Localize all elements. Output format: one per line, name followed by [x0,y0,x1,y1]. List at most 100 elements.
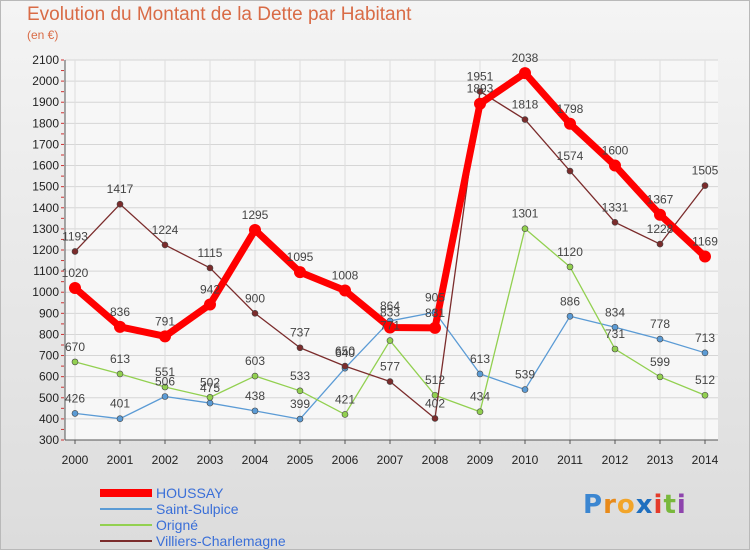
data-point [476,408,484,416]
data-label: 1951 [467,69,494,83]
data-label: 778 [650,317,670,331]
data-point [251,310,259,317]
data-label: 506 [155,375,175,389]
data-point [71,248,79,255]
axes [61,59,718,441]
data-point [384,321,396,334]
data-label: 1169 [692,235,718,249]
data-label: 1417 [107,182,134,196]
y-tick-label: 2100 [32,53,59,67]
data-point [161,383,169,391]
data-label: 512 [695,373,715,387]
data-point [521,386,529,393]
data-point [654,208,666,221]
logo-letter: r [603,490,617,520]
data-label: 1893 [467,82,494,96]
legend-swatch [100,508,152,510]
data-label: 900 [245,291,265,305]
legend-item: Villiers-Charlemagne [100,533,286,549]
chart-subtitle: (en €) [27,28,59,42]
data-point [564,117,576,130]
legend-item: Saint-Sulpice [100,501,286,517]
x-tick-label: 2007 [377,453,404,467]
data-point [114,320,126,333]
x-axis-ticks: 2000 2001 2002 2003 2004 2005 2006 2007 2008 2009… [62,440,719,467]
data-label: 599 [650,355,670,369]
legend-label: Origné [156,517,199,533]
data-label: 426 [65,391,85,405]
data-point [206,394,214,401]
data-label: 650 [335,344,355,358]
data-point [296,387,304,395]
x-tick-label: 2002 [152,453,179,467]
data-point [566,263,574,271]
data-point [116,415,124,422]
data-label: 713 [695,331,715,345]
data-label: 1331 [602,200,629,214]
data-point [71,358,79,366]
data-point [116,200,124,208]
legend-item: Origné [100,517,286,533]
data-point [116,370,124,378]
data-point [429,321,441,334]
y-tick-label: 800 [39,327,59,341]
data-label: 864 [380,299,400,313]
y-tick-label: 1800 [32,116,59,130]
data-label: 833 [380,305,400,319]
data-label: 613 [110,352,130,366]
data-point [294,266,306,279]
data-point [251,372,259,380]
data-point [701,182,709,189]
x-tick-label: 2014 [692,453,719,467]
data-point [249,223,261,236]
data-label: 905 [425,290,445,304]
legend: HOUSSAY Saint-Sulpice Origné Villiers-Charl… [100,485,286,549]
data-label: 1228 [647,222,674,236]
data-label: 1505 [692,164,719,178]
data-point [656,335,664,343]
series-group [69,67,711,423]
data-label: 1798 [557,102,584,116]
data-point [474,97,486,110]
data-label: 1193 [62,229,88,243]
data-label: 831 [425,306,445,320]
data-point [609,159,621,172]
data-label: 402 [425,396,445,410]
data-label: 1095 [287,250,314,264]
logo-letter: t [663,490,677,520]
chart-title: Evolution du Montant de la Dette par Hab… [27,4,412,25]
data-label: 475 [200,381,220,395]
data-labels: 1020 836 791 942 1295 1095 1008 833 831 1893 2038 1… [62,51,719,411]
x-tick-label: 2000 [62,453,89,467]
data-point [71,410,79,417]
data-point [159,330,171,343]
data-point [476,88,484,95]
y-tick-label: 1200 [32,243,59,257]
logo-letter: o [616,490,636,520]
data-point [251,407,259,415]
y-tick-label: 900 [39,306,59,320]
y-tick-label: 400 [39,412,59,426]
data-label: 1818 [512,98,539,112]
data-point [206,264,214,272]
x-tick-label: 2010 [512,453,539,467]
data-label: 1120 [557,245,583,259]
data-label: 539 [515,368,535,382]
data-label: 834 [605,305,625,319]
data-label: 1367 [647,193,674,207]
legend-label: Villiers-Charlemagne [156,533,286,549]
y-tick-label: 300 [39,433,59,447]
data-label: 421 [335,392,355,406]
y-tick-label: 2000 [32,74,59,88]
data-point [611,219,619,226]
data-label: 731 [605,327,625,341]
y-tick-label: 1000 [32,285,59,299]
data-point [296,415,304,423]
x-tick-label: 2004 [242,453,269,467]
data-label: 640 [335,346,355,360]
x-tick-label: 2003 [197,453,224,467]
data-point [161,393,169,400]
y-tick-label: 1300 [32,222,59,236]
logo-letter: i [676,490,687,520]
